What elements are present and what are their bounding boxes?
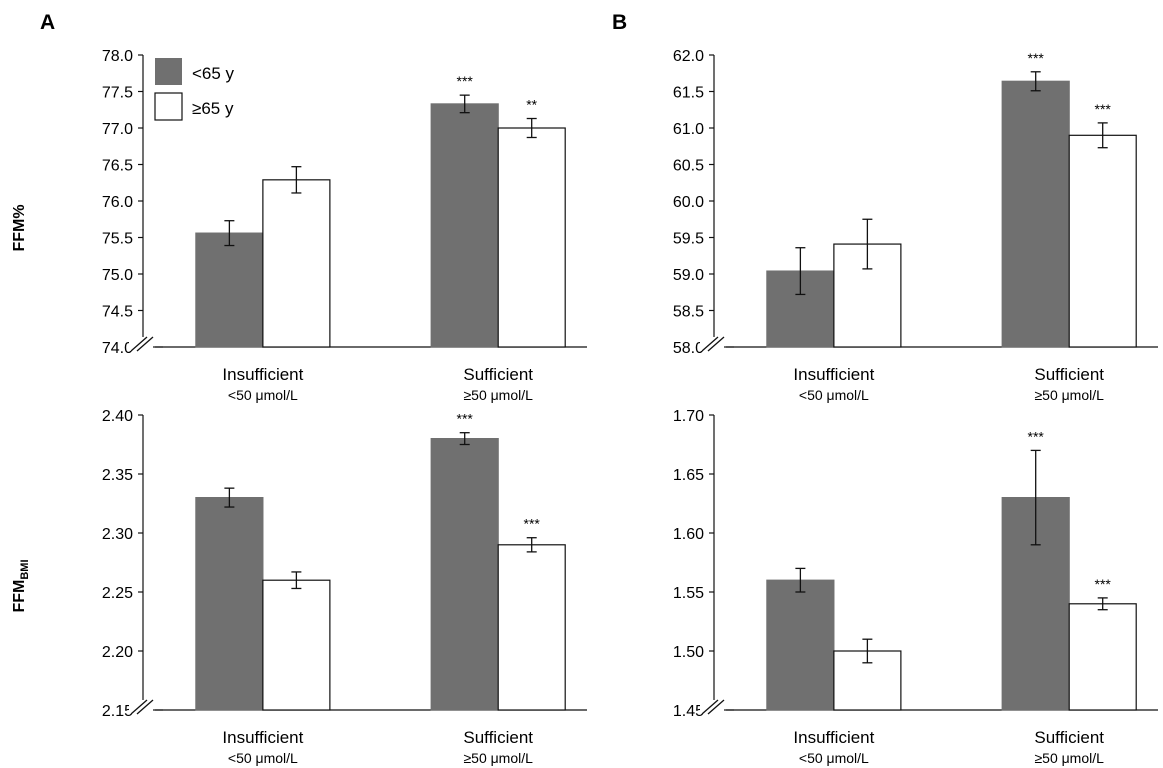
chart-A-top: 74.0 74.5 75.0 75.5 76.0 76.5 77.0 77.5 78.0 Insu… <box>102 48 587 403</box>
y-tick-label: 77.5 <box>102 85 133 102</box>
bar <box>766 270 835 348</box>
y-tick-label: 78.0 <box>102 48 133 65</box>
category-label: Insufficient <box>222 728 303 747</box>
category-sublabel: <50 μmol/L <box>799 750 869 766</box>
axis-break-mark <box>700 699 726 715</box>
y-tick-label: 77.0 <box>102 121 133 138</box>
y-tick-label: 61.5 <box>673 85 704 102</box>
bar <box>1068 603 1137 711</box>
y-tick-label: 61.0 <box>673 121 704 138</box>
category-sublabel: ≥50 μmol/L <box>1034 750 1104 766</box>
legend: <65 y ≥65 y <box>154 58 235 121</box>
category-label: Sufficient <box>1034 728 1104 747</box>
y-tick-label: 58.5 <box>673 304 704 321</box>
axis-break-slash <box>130 336 148 352</box>
axis-break-slash <box>136 699 154 715</box>
category-sublabel: ≥50 μmol/L <box>1034 387 1104 403</box>
bar <box>497 544 566 711</box>
y-tick-label: 2.25 <box>102 585 133 602</box>
row-label-bottom-subscript: BMI <box>19 559 31 579</box>
bar <box>497 127 566 348</box>
y-tick-label: 76.0 <box>102 194 133 211</box>
axis-break-slash <box>707 336 725 352</box>
significance-label: *** <box>1028 428 1045 444</box>
legend-label-under-65: <65 y <box>192 64 235 83</box>
significance-label: *** <box>524 516 541 532</box>
category-label: Sufficient <box>463 728 533 747</box>
bar <box>1001 80 1070 348</box>
axis-break-slash <box>701 336 719 352</box>
row-label-bottom: FFMBMI <box>11 559 31 612</box>
bar <box>262 579 331 711</box>
axis-break-mark <box>129 699 155 715</box>
category-label: Sufficient <box>463 365 533 384</box>
y-tick-label: 2.15 <box>102 703 133 720</box>
bar <box>430 438 499 711</box>
axis-break-slash <box>130 699 148 715</box>
bar <box>195 232 264 348</box>
bar <box>430 103 499 348</box>
y-tick-label: 59.5 <box>673 231 704 248</box>
bar <box>1068 134 1137 348</box>
significance-label: *** <box>1028 50 1045 66</box>
chart-B-top: 58.0 58.5 59.0 59.5 60.0 60.5 61.0 61.5 62.0 Insu… <box>673 48 1158 403</box>
y-tick-label: 2.30 <box>102 526 133 543</box>
significance-label: *** <box>1095 576 1112 592</box>
y-tick-label: 1.60 <box>673 526 704 543</box>
bar <box>262 179 331 348</box>
y-tick-label: 75.0 <box>102 267 133 284</box>
axis-break-slash <box>707 699 725 715</box>
y-tick-label: 1.45 <box>673 703 704 720</box>
bar <box>195 497 264 711</box>
significance-label: *** <box>1095 101 1112 117</box>
category-label: Insufficient <box>793 728 874 747</box>
y-tick-label: 62.0 <box>673 48 704 65</box>
axis-break-mark <box>700 336 726 352</box>
y-tick-label: 76.5 <box>102 158 133 175</box>
axis-break-mark <box>129 336 155 352</box>
y-tick-label: 59.0 <box>673 267 704 284</box>
y-tick-label: 74.0 <box>102 340 133 357</box>
y-tick-label: 1.50 <box>673 644 704 661</box>
y-tick-label: 60.0 <box>673 194 704 211</box>
y-tick-label: 1.55 <box>673 585 704 602</box>
category-sublabel: <50 μmol/L <box>228 387 298 403</box>
category-sublabel: <50 μmol/L <box>228 750 298 766</box>
y-tick-label: 60.5 <box>673 158 704 175</box>
legend-swatch-under-65 <box>155 58 182 85</box>
category-label: Sufficient <box>1034 365 1104 384</box>
y-tick-label: 74.5 <box>102 304 133 321</box>
bar <box>833 650 902 711</box>
y-tick-label: 1.70 <box>673 408 704 425</box>
y-tick-label: 58.0 <box>673 340 704 357</box>
legend-swatch-65-plus <box>154 92 183 121</box>
row-label-top: FFM% <box>11 204 28 251</box>
axis-break-slash <box>701 699 719 715</box>
category-label: Insufficient <box>222 365 303 384</box>
axis-break-slash <box>136 336 154 352</box>
chart-A-bottom: 2.15 2.20 2.25 2.30 2.35 2.40 Insufficient <50 … <box>102 408 587 766</box>
category-label: Insufficient <box>793 365 874 384</box>
y-tick-label: 2.40 <box>102 408 133 425</box>
y-tick-label: 1.65 <box>673 467 704 484</box>
bar <box>766 579 835 711</box>
category-sublabel: ≥50 μmol/L <box>463 750 533 766</box>
category-sublabel: <50 μmol/L <box>799 387 869 403</box>
significance-label: ** <box>526 97 537 113</box>
significance-label: *** <box>457 411 474 427</box>
y-tick-label: 75.5 <box>102 231 133 248</box>
row-label-bottom-main: FFM <box>11 580 28 613</box>
chart-panels: 74.0 74.5 75.0 75.5 76.0 76.5 77.0 77.5 78.0 Insu… <box>102 48 1158 766</box>
legend-label-65-plus: ≥65 y <box>192 99 234 118</box>
panel-letter-a: A <box>40 11 55 34</box>
panel-letter-b: B <box>612 11 627 34</box>
category-sublabel: ≥50 μmol/L <box>463 387 533 403</box>
chart-B-bottom: 1.45 1.50 1.55 1.60 1.65 1.70 Insufficient <50 … <box>673 408 1158 766</box>
y-tick-label: 2.35 <box>102 467 133 484</box>
significance-label: *** <box>457 73 474 89</box>
y-tick-label: 2.20 <box>102 644 133 661</box>
